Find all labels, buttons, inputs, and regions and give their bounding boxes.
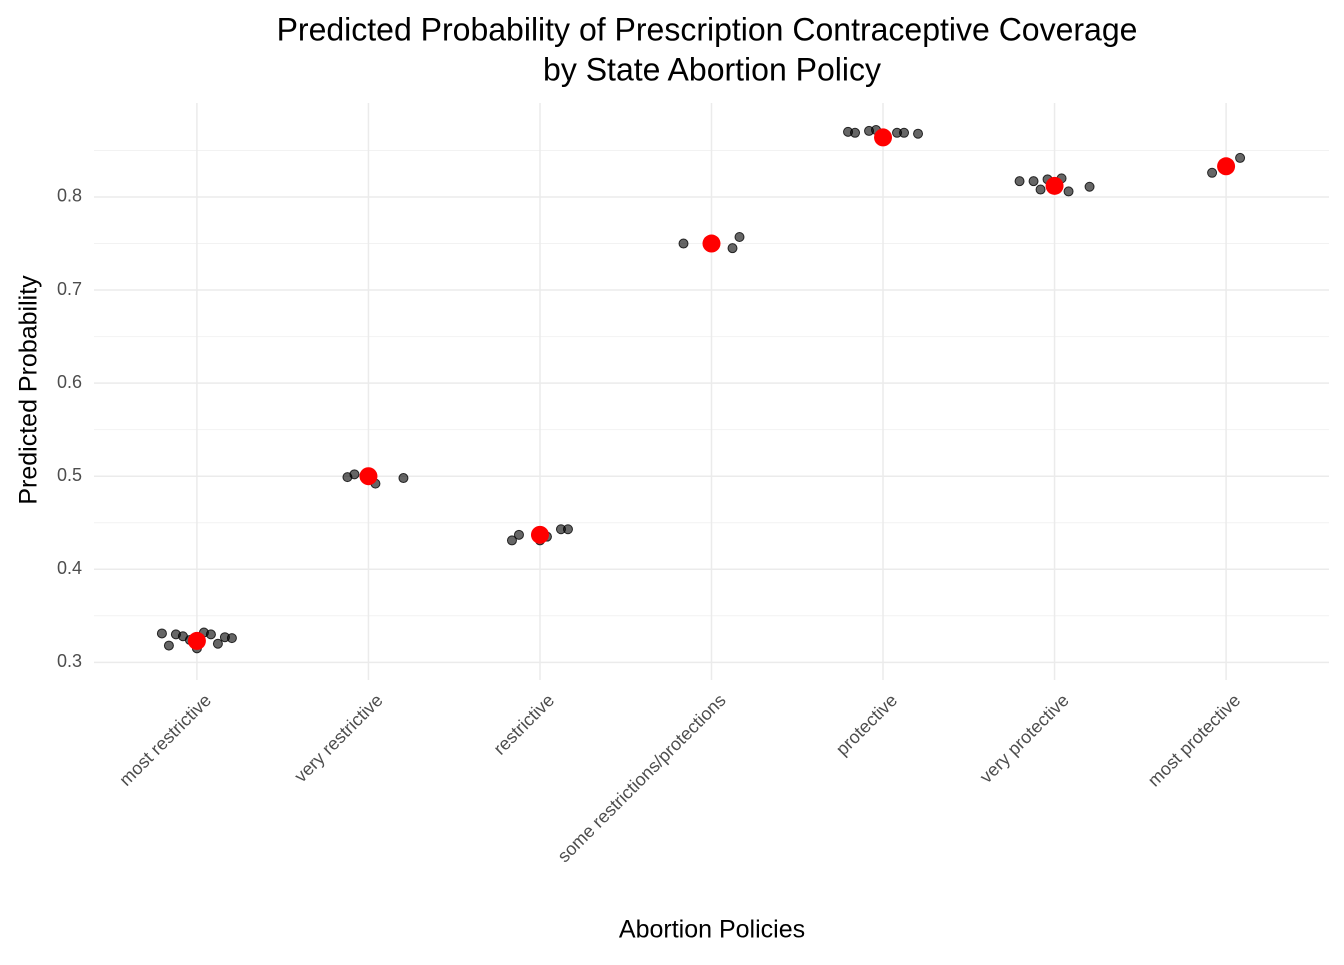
x-tick-label: most protective xyxy=(1144,690,1244,790)
y-axis-label: Predicted Probability xyxy=(15,275,43,505)
point xyxy=(678,238,689,249)
x-tick-label: some restrictions/protections xyxy=(554,690,730,866)
point xyxy=(734,232,745,243)
mean-point xyxy=(187,631,206,650)
point xyxy=(892,127,903,138)
x-tick-label: protective xyxy=(832,690,901,759)
y-tick-label: 0.6 xyxy=(57,372,82,392)
y-tick-label: 0.7 xyxy=(57,279,82,299)
point xyxy=(843,126,854,137)
y-tick-label: 0.8 xyxy=(57,186,82,206)
point xyxy=(1084,181,1095,192)
point xyxy=(212,638,223,649)
chart-title: Predicted Probability of Prescription Co… xyxy=(277,11,1138,47)
mean-point xyxy=(1217,157,1236,176)
mean-point xyxy=(702,234,721,253)
point xyxy=(342,472,353,483)
x-axis-label: Abortion Policies xyxy=(619,916,805,944)
y-tick-label: 0.4 xyxy=(57,558,82,578)
point xyxy=(1035,184,1046,195)
mean-point xyxy=(1045,176,1064,195)
point xyxy=(506,535,517,546)
point xyxy=(156,628,167,639)
point xyxy=(398,473,409,484)
point xyxy=(727,243,738,254)
point xyxy=(219,632,230,643)
chart-title: by State Abortion Policy xyxy=(543,51,881,87)
point xyxy=(1207,167,1218,178)
x-tick-label: very restrictive xyxy=(290,690,386,786)
point xyxy=(555,524,566,535)
x-tick-label: very protective xyxy=(976,690,1073,787)
point xyxy=(1235,152,1246,163)
mean-point xyxy=(530,525,549,544)
point xyxy=(1028,176,1039,187)
x-tick-label: restrictive xyxy=(490,690,559,759)
mean-point xyxy=(359,467,378,486)
x-tick-label: most restrictive xyxy=(115,690,215,790)
y-tick-label: 0.3 xyxy=(57,651,82,671)
y-tick-label: 0.5 xyxy=(57,465,82,485)
mean-point xyxy=(874,128,893,147)
point xyxy=(1014,176,1025,187)
point xyxy=(163,640,174,651)
point xyxy=(513,529,524,540)
point xyxy=(913,128,924,139)
point xyxy=(170,629,181,640)
point xyxy=(864,125,875,136)
point xyxy=(1063,186,1074,197)
